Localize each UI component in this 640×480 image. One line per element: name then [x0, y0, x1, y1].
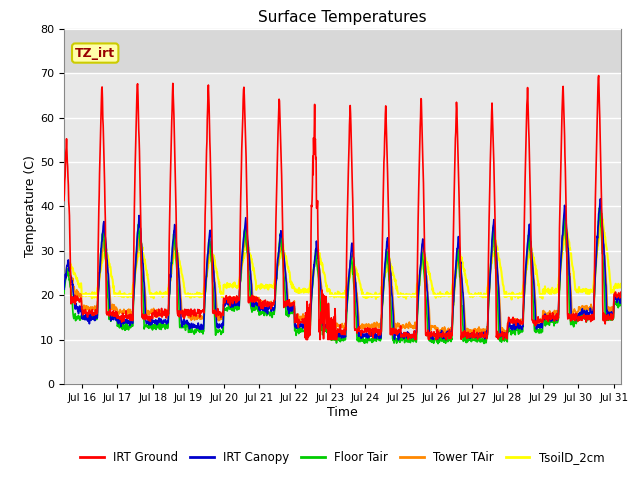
Y-axis label: Temperature (C): Temperature (C) [24, 156, 37, 257]
Bar [64, 29, 621, 73]
Text: TZ_irt: TZ_irt [75, 47, 115, 60]
Title: Surface Temperatures: Surface Temperatures [258, 10, 427, 25]
X-axis label: Time: Time [327, 406, 358, 419]
Legend: IRT Ground, IRT Canopy, Floor Tair, Tower TAir, TsoilD_2cm: IRT Ground, IRT Canopy, Floor Tair, Towe… [76, 447, 609, 469]
